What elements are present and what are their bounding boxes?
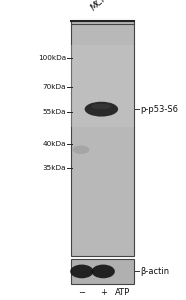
Text: +: +: [100, 288, 107, 297]
Bar: [71, 21, 134, 256]
Text: 70kDa: 70kDa: [43, 84, 66, 90]
Ellipse shape: [91, 104, 111, 109]
Text: 35kDa: 35kDa: [43, 165, 66, 171]
Ellipse shape: [73, 146, 89, 154]
Bar: [71, 259, 134, 284]
Ellipse shape: [92, 265, 115, 278]
Text: p-p53-S6: p-p53-S6: [140, 105, 178, 114]
Ellipse shape: [70, 265, 94, 278]
Bar: [71, 45, 134, 127]
Text: 100kDa: 100kDa: [38, 55, 66, 61]
Text: 55kDa: 55kDa: [43, 109, 66, 115]
Text: 40kDa: 40kDa: [43, 141, 66, 147]
Text: ATP: ATP: [115, 288, 131, 297]
Text: MCF7: MCF7: [89, 0, 114, 13]
Text: β-actin: β-actin: [140, 267, 170, 276]
Ellipse shape: [85, 102, 118, 117]
Text: −: −: [78, 288, 85, 297]
